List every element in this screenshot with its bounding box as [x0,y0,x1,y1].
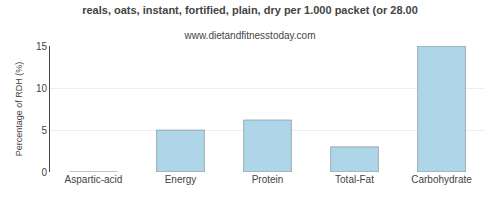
svg-text:0: 0 [41,167,47,178]
svg-text:Percentage of RDH (%): Percentage of RDH (%) [14,62,24,157]
svg-text:10: 10 [36,83,48,94]
svg-text:Energy: Energy [165,174,197,185]
svg-text:Protein: Protein [252,174,284,185]
svg-text:reals, oats, instant, fortifie: reals, oats, instant, fortified, plain, … [82,4,418,16]
svg-text:www.dietandfitnesstoday.com: www.dietandfitnesstoday.com [184,30,316,41]
svg-text:5: 5 [41,125,47,136]
svg-text:Carbohydrate: Carbohydrate [411,174,472,185]
svg-text:Aspartic-acid: Aspartic-acid [65,174,123,185]
svg-text:15: 15 [36,41,48,52]
svg-text:Total-Fat: Total-Fat [335,174,374,185]
